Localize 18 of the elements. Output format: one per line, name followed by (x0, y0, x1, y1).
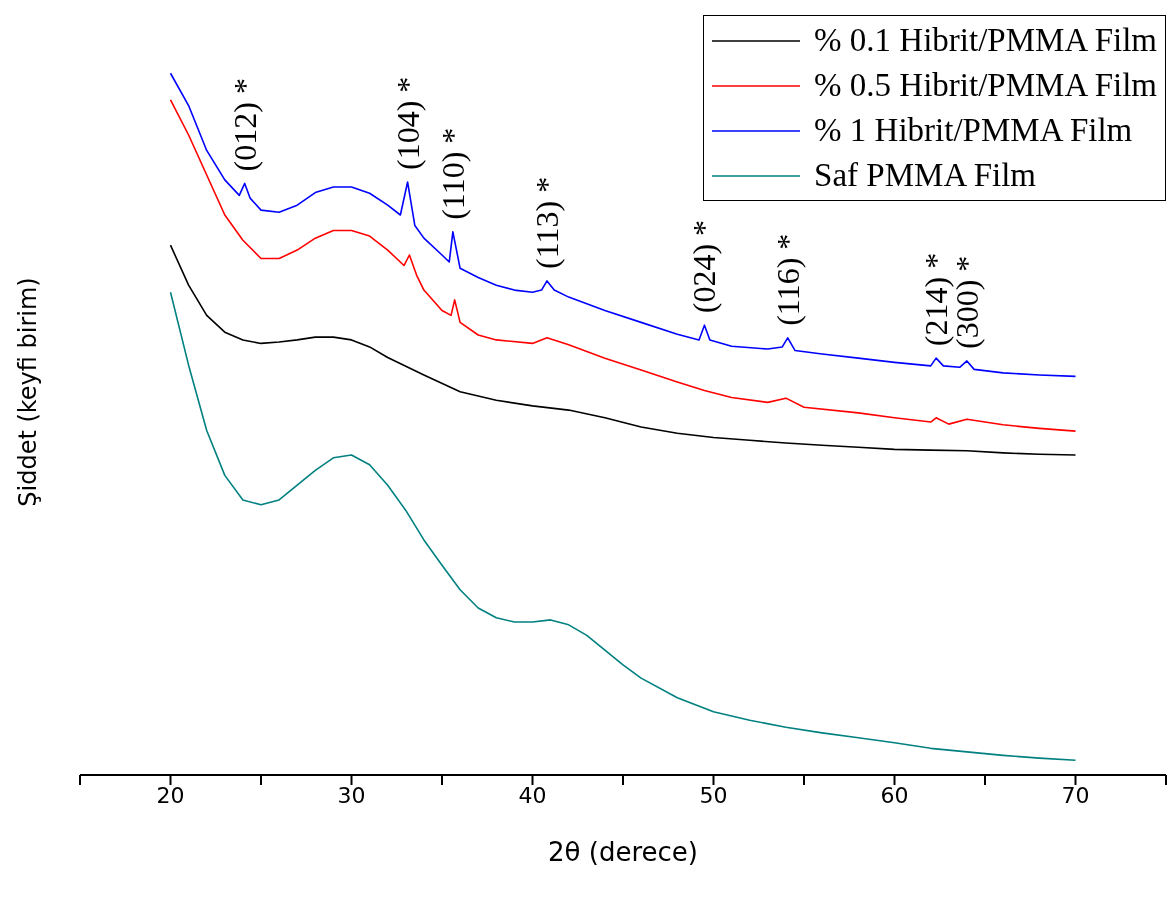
annotation: (110) * (434, 127, 471, 220)
annotation: (024) * (686, 219, 723, 314)
y-axis-title: Şiddet (keyfi birim) (14, 276, 43, 507)
x-tick-label: 70 (1061, 782, 1090, 808)
legend-label: Saf PMMA Film (814, 156, 1037, 195)
x-tick-label: 20 (156, 782, 185, 808)
x-axis-title: 2θ (derece) (548, 837, 698, 867)
x-tick-label: 30 (337, 782, 366, 808)
legend-label: % 1 Hibrit/PMMA Film (814, 111, 1133, 150)
x-tick-label: 60 (880, 782, 909, 808)
annotation: (116) * (769, 233, 806, 326)
annotation: (104) * (389, 76, 426, 171)
x-tick-label: 40 (518, 782, 547, 808)
legend-label: % 0.1 Hibrit/PMMA Film (814, 21, 1157, 60)
legend-label: % 0.5 Hibrit/PMMA Film (814, 66, 1157, 105)
annotation: (012) * (226, 78, 263, 172)
annotation: (113) * (528, 176, 565, 269)
x-tick-label: 50 (699, 782, 728, 808)
